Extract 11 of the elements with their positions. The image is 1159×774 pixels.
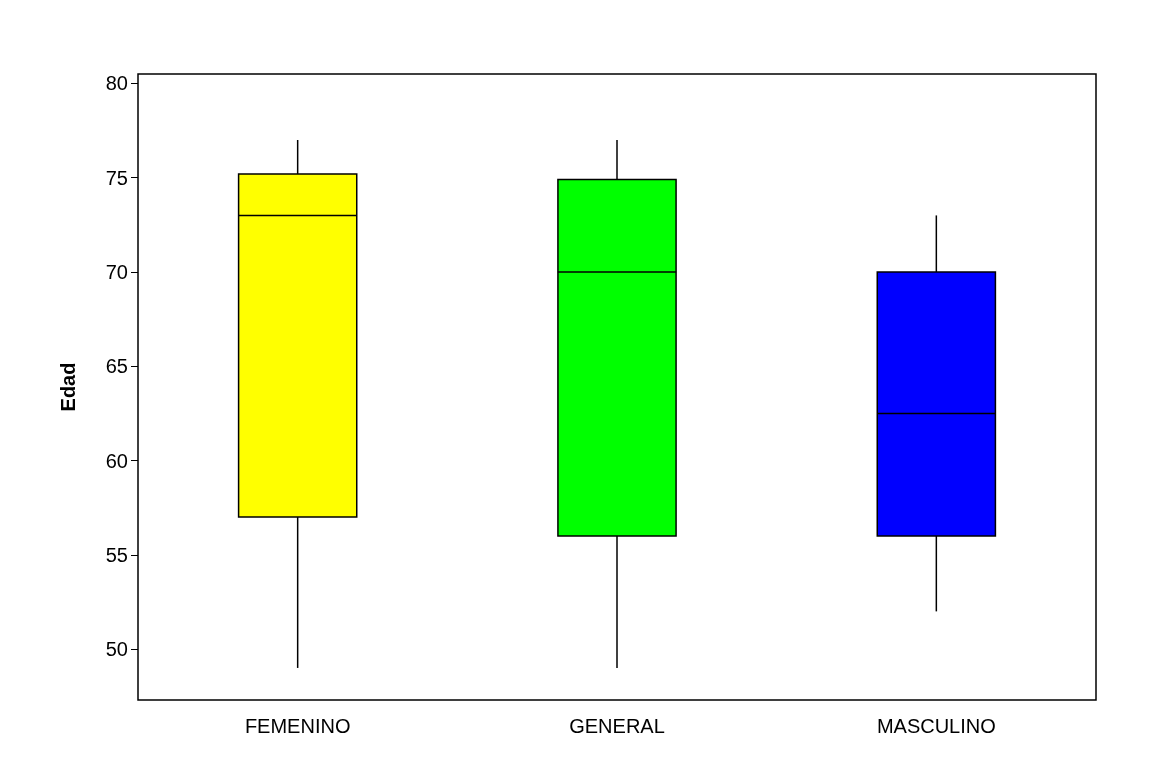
y-tick-label: 60 xyxy=(105,449,128,472)
x-tick-label: MASCULINO xyxy=(876,715,996,737)
x-tick-label: GENERAL xyxy=(569,715,665,737)
y-tick-label: 55 xyxy=(105,543,128,566)
x-tick-label: FEMENINO xyxy=(244,715,351,737)
y-tick-label: 80 xyxy=(105,72,128,95)
y-tick-label: 50 xyxy=(105,638,128,661)
y-tick-label: 70 xyxy=(105,260,128,283)
y-tick-label: 65 xyxy=(105,355,128,378)
y-tick-label: 75 xyxy=(105,166,128,189)
y-axis-title: Edad xyxy=(57,362,79,412)
